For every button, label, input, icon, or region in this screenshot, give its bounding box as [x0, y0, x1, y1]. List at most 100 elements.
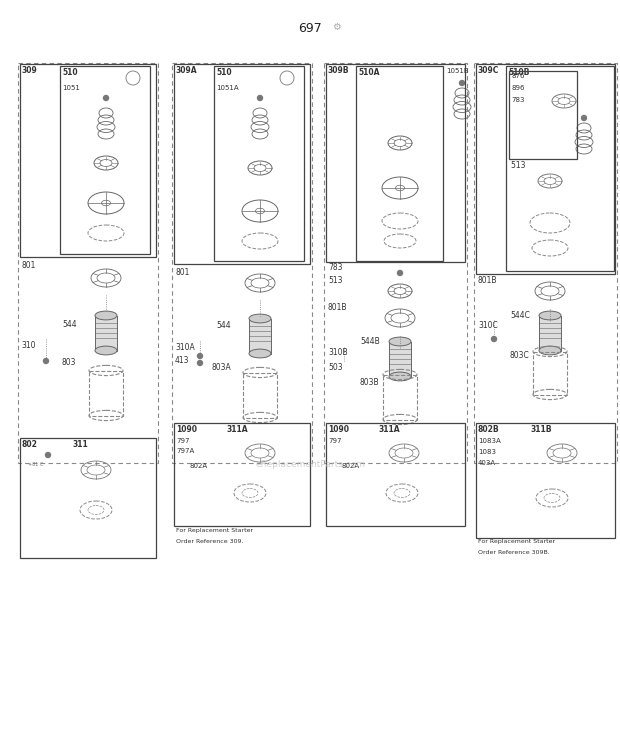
Text: 309: 309: [22, 66, 38, 75]
Bar: [249, 318, 271, 353]
Bar: [506, 66, 614, 271]
Bar: [476, 64, 615, 274]
Bar: [356, 66, 443, 261]
Text: 783: 783: [511, 97, 525, 103]
Bar: [324, 63, 467, 463]
Bar: [326, 64, 465, 262]
Text: 802B: 802B: [478, 425, 500, 434]
Circle shape: [397, 271, 402, 275]
Text: 310: 310: [21, 341, 35, 350]
Text: 310B: 310B: [328, 348, 348, 357]
Text: 510B: 510B: [508, 68, 529, 77]
Text: 311B: 311B: [531, 425, 552, 434]
Text: For Replacement Starter: For Replacement Starter: [478, 539, 555, 544]
Circle shape: [45, 452, 50, 458]
Bar: [474, 63, 617, 463]
Text: 544B: 544B: [360, 337, 379, 346]
Ellipse shape: [249, 314, 271, 323]
Text: 311: 311: [73, 440, 89, 449]
Text: 803A: 803A: [212, 363, 232, 372]
Text: 803B: 803B: [360, 378, 379, 387]
Text: 544: 544: [62, 320, 77, 329]
Text: Order Reference 309B.: Order Reference 309B.: [478, 550, 550, 555]
Circle shape: [198, 353, 203, 359]
Text: 311A: 311A: [227, 425, 249, 434]
Circle shape: [257, 95, 262, 100]
Circle shape: [198, 361, 203, 365]
Ellipse shape: [539, 311, 561, 320]
Bar: [89, 371, 123, 415]
Bar: [20, 64, 156, 257]
Text: eReplacementParts.com: eReplacementParts.com: [255, 460, 365, 469]
Text: 697: 697: [298, 22, 322, 35]
Text: 1083A: 1083A: [478, 438, 501, 444]
Text: 1051: 1051: [62, 85, 80, 91]
Ellipse shape: [389, 372, 411, 381]
Text: 797: 797: [328, 438, 342, 444]
Text: 309A: 309A: [176, 66, 198, 75]
Text: 801B: 801B: [478, 276, 497, 285]
Bar: [476, 423, 615, 538]
Bar: [214, 66, 304, 261]
Circle shape: [492, 336, 497, 341]
Text: Order Reference 309.: Order Reference 309.: [176, 539, 244, 544]
Text: ⚙: ⚙: [332, 22, 341, 32]
Text: 510A: 510A: [358, 68, 379, 77]
Text: 311A: 311A: [379, 425, 401, 434]
Text: 1083: 1083: [478, 449, 496, 455]
Ellipse shape: [539, 346, 561, 355]
Text: 310C: 310C: [478, 321, 498, 330]
Text: +81 C: +81 C: [28, 462, 43, 467]
Text: For Replacement Starter: For Replacement Starter: [176, 528, 253, 533]
Text: 801: 801: [21, 261, 35, 270]
Ellipse shape: [95, 346, 117, 355]
Text: 413: 413: [175, 356, 190, 365]
Ellipse shape: [389, 337, 411, 346]
Bar: [172, 63, 312, 463]
Bar: [20, 438, 156, 558]
Circle shape: [459, 80, 464, 86]
Bar: [243, 373, 277, 417]
Text: 510: 510: [216, 68, 232, 77]
Text: 1051B: 1051B: [446, 68, 469, 74]
Bar: [509, 71, 577, 159]
Bar: [383, 374, 417, 420]
Text: 876: 876: [511, 73, 525, 79]
Text: 803C: 803C: [510, 351, 529, 360]
Text: 797: 797: [176, 438, 190, 444]
Circle shape: [104, 95, 108, 100]
Text: 802A: 802A: [190, 463, 208, 469]
Text: 797A: 797A: [176, 448, 194, 454]
Bar: [326, 423, 465, 526]
Text: 510: 510: [62, 68, 78, 77]
Text: 310A: 310A: [175, 343, 195, 352]
Text: 1090: 1090: [176, 425, 197, 434]
Text: 1051A: 1051A: [216, 85, 239, 91]
Text: 1090: 1090: [328, 425, 349, 434]
Bar: [18, 63, 158, 463]
Text: 309C: 309C: [478, 66, 499, 75]
Text: 544: 544: [216, 321, 231, 330]
Circle shape: [43, 359, 48, 364]
Text: 803: 803: [62, 358, 76, 367]
Bar: [95, 315, 117, 350]
Text: 801: 801: [175, 268, 189, 277]
Bar: [533, 351, 567, 394]
Text: 802A: 802A: [342, 463, 360, 469]
Bar: [539, 315, 561, 350]
Bar: [174, 64, 310, 264]
Text: 544C: 544C: [510, 311, 530, 320]
Text: 513: 513: [511, 161, 528, 170]
Bar: [60, 66, 150, 254]
Text: 513: 513: [328, 276, 342, 285]
Bar: [389, 341, 411, 376]
Text: 309B: 309B: [328, 66, 350, 75]
Ellipse shape: [249, 349, 271, 358]
Text: 403A: 403A: [478, 460, 496, 466]
Text: 783: 783: [328, 263, 342, 272]
Text: 896: 896: [511, 85, 525, 91]
Text: 801B: 801B: [328, 303, 347, 312]
Text: 802: 802: [22, 440, 38, 449]
Bar: [174, 423, 310, 526]
Ellipse shape: [95, 311, 117, 320]
